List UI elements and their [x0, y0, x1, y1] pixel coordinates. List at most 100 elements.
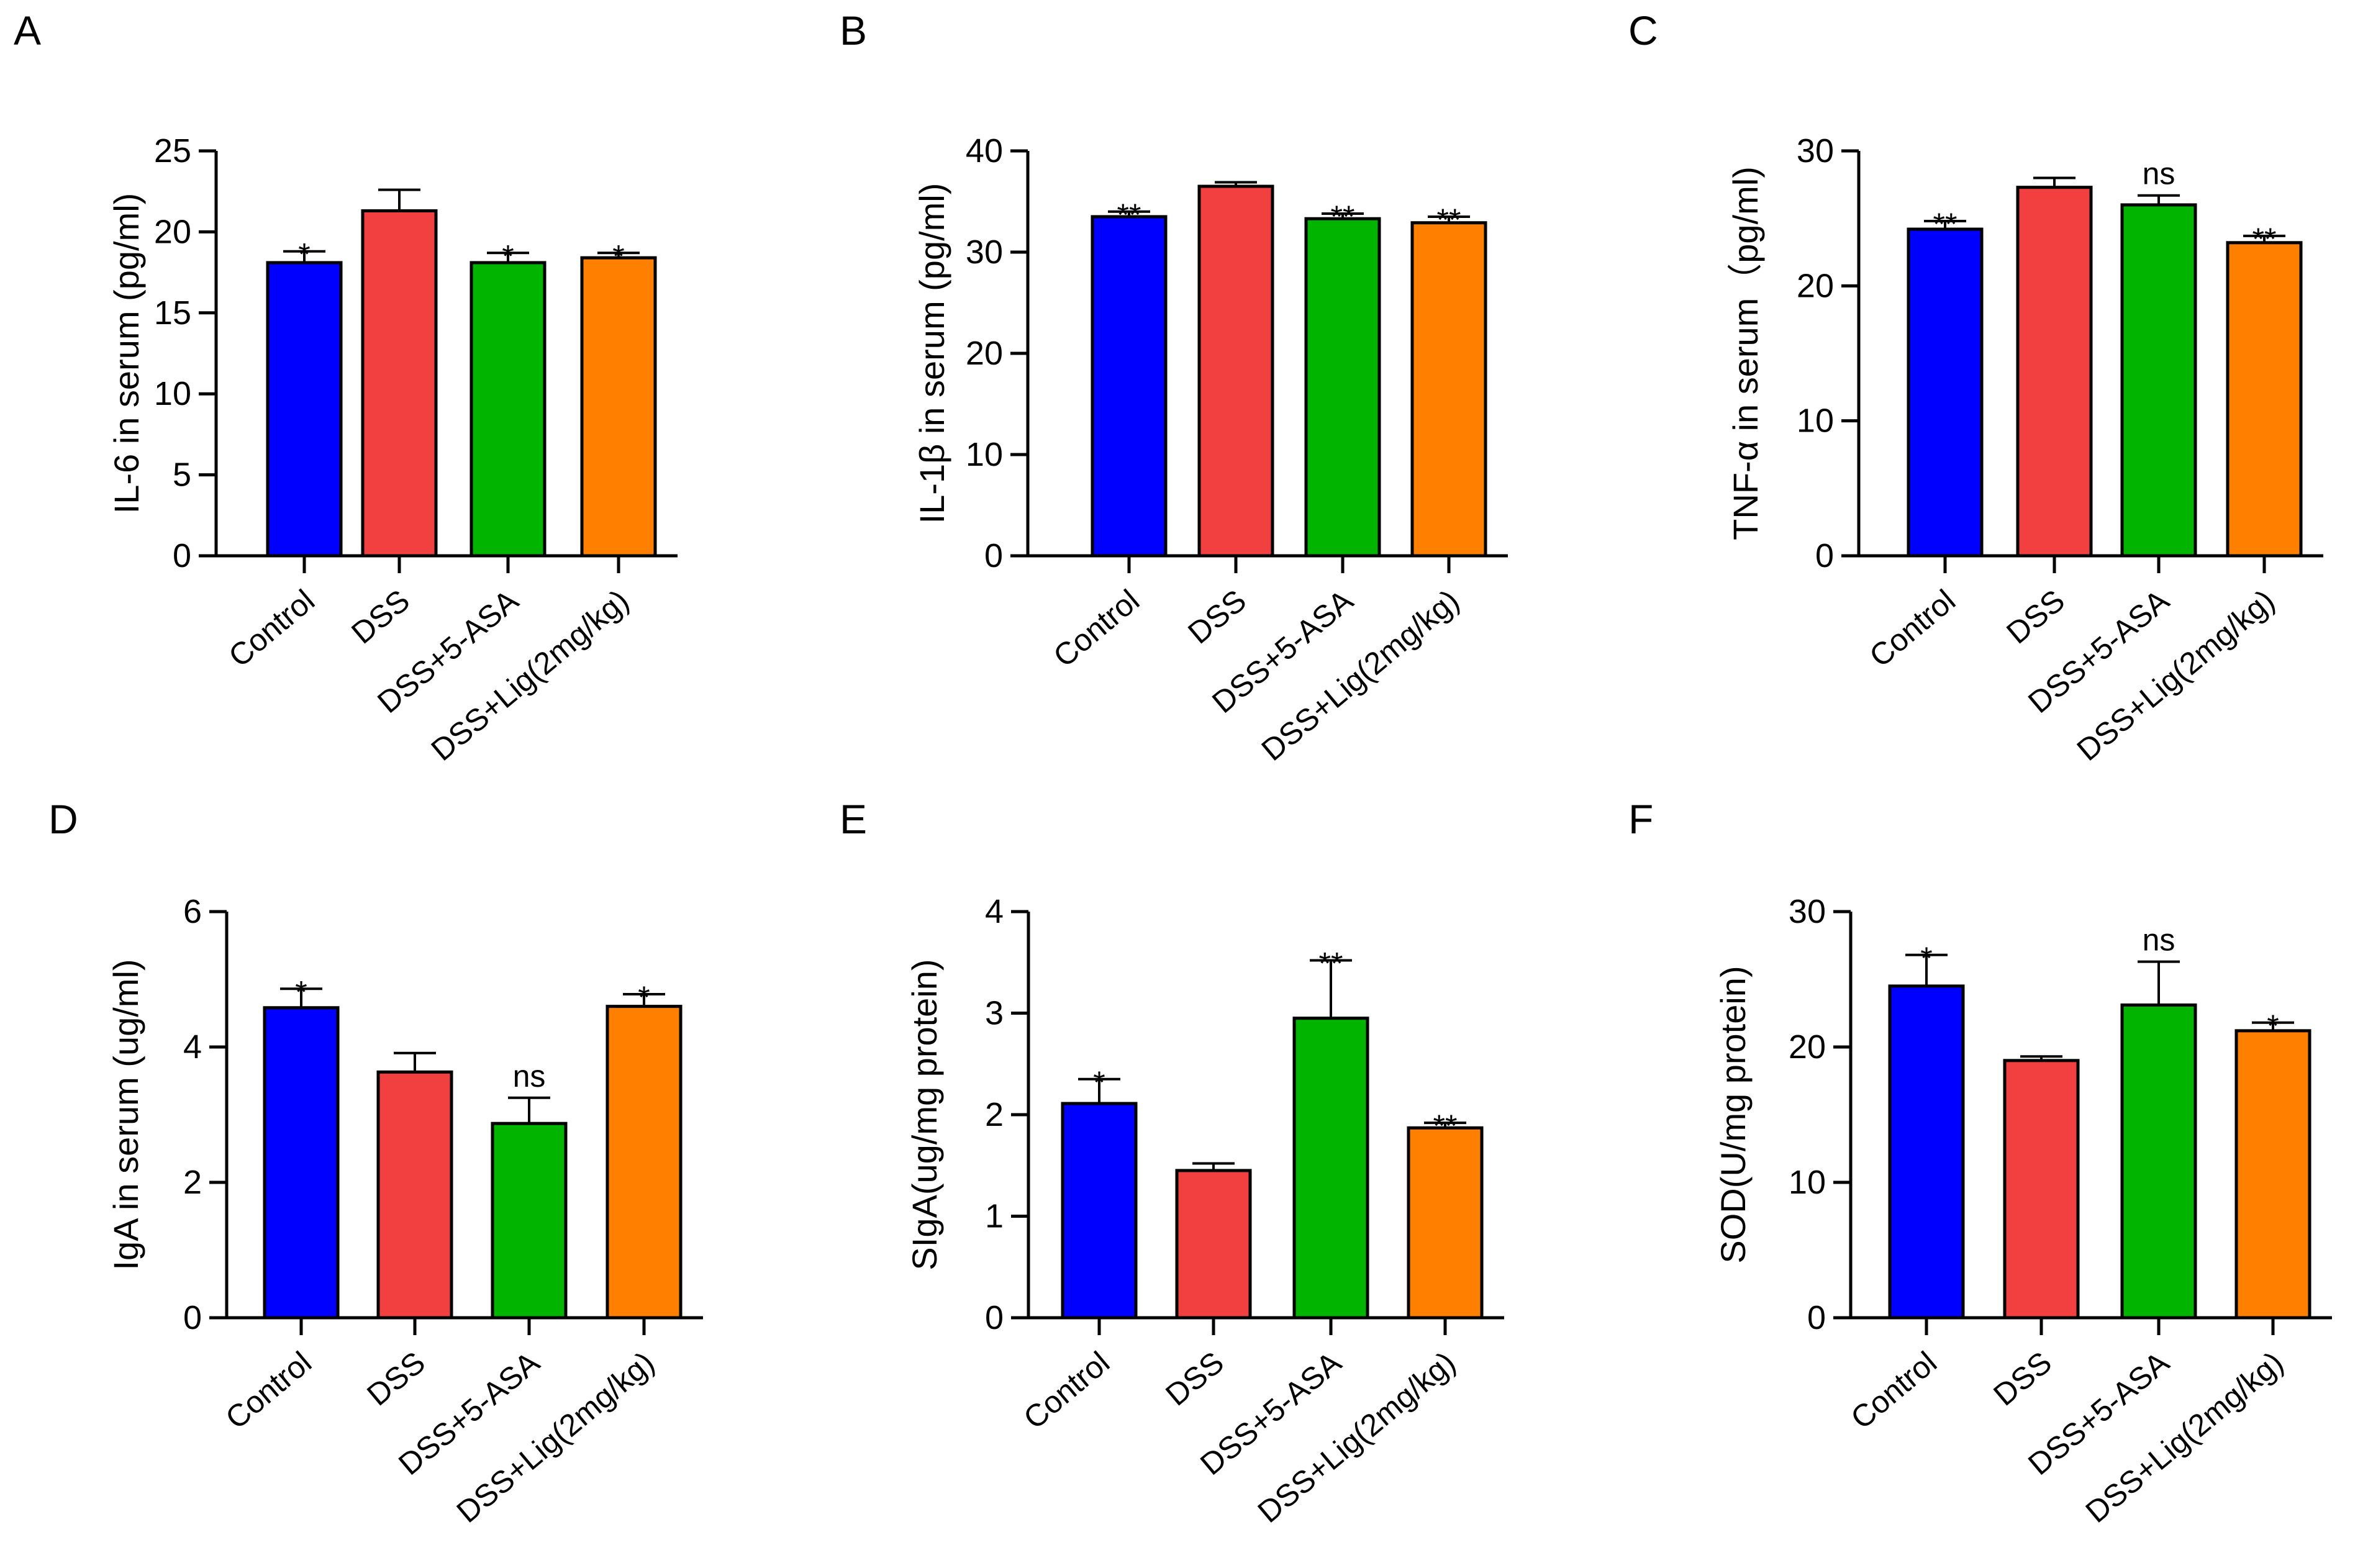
y-tick-label: 10: [1797, 402, 1834, 440]
y-tick-label: 10: [966, 436, 1003, 473]
x-tick-label: DSS+Lig(2mg/kg): [1251, 1345, 1462, 1529]
significance-label: *: [1093, 1065, 1105, 1100]
y-axis-label: SOD(U/mg protein): [1713, 966, 1753, 1263]
y-tick-label: 20: [1789, 1028, 1826, 1066]
bar-dss-5-asa: [491, 1122, 568, 1320]
bar-dss-lig-2mg-kg-: [2226, 241, 2303, 558]
panel-e: E 0 1 2 3 4 SIgA(ug/mg protein) Control * DSS DSS+…: [840, 796, 1504, 1529]
bar-dss-lig-2mg-kg-: [1407, 1126, 1484, 1320]
bar-dss: [2003, 1059, 2080, 1320]
x-tick-label: DSS+Lig(2mg/kg): [2071, 583, 2281, 768]
significance-label: ns: [513, 1059, 546, 1094]
significance-label: **: [1117, 197, 1141, 232]
y-tick-label: 4: [183, 1028, 202, 1066]
y-tick-label: 0: [183, 1299, 202, 1336]
panel-d: D 0 2 4 6 IgA in serum (ug/ml) Control * DSS DSS+…: [48, 796, 703, 1529]
significance-label: **: [1331, 199, 1355, 234]
bar-dss-lig-2mg-kg-: [606, 1005, 683, 1320]
x-tick-label: Control: [219, 1345, 318, 1436]
y-axis-label: IgA in serum (ug/ml): [106, 959, 145, 1270]
y-axis-label: IL-1β in serum (pg/ml): [912, 183, 951, 524]
significance-label: **: [1437, 202, 1461, 237]
y-tick-label: 5: [173, 456, 191, 494]
bar-control: [1061, 1102, 1138, 1320]
y-tick-label: 15: [154, 294, 191, 332]
significance-label: **: [2252, 222, 2277, 256]
y-axis-label: SIgA(ug/mg protein): [905, 959, 944, 1270]
significance-label: **: [1433, 1108, 1458, 1143]
y-tick-label: 30: [1797, 132, 1834, 170]
bar-dss-5-asa: [470, 261, 547, 558]
panel-letter: F: [1628, 796, 1653, 842]
y-tick-label: 4: [985, 893, 1004, 930]
bar-dss: [2016, 186, 2093, 558]
y-tick-label: 40: [966, 132, 1003, 170]
significance-label: *: [612, 238, 624, 273]
bar-control: [1091, 215, 1168, 558]
bar-dss-5-asa: [2120, 203, 2197, 558]
x-tick-label: DSS+Lig(2mg/kg): [1255, 583, 1466, 768]
bar-dss-5-asa: [1292, 1017, 1369, 1320]
significance-label: ns: [2143, 923, 2175, 958]
x-tick-label: DSS: [1987, 1345, 2058, 1413]
y-tick-label: 6: [183, 893, 202, 930]
x-tick-label: DSS: [1181, 583, 1253, 651]
x-tick-label: Control: [1863, 583, 1962, 674]
y-tick-label: 20: [966, 335, 1003, 372]
panel-letter: A: [14, 7, 41, 53]
y-axis-label: IL-6 in serum (pg/ml): [107, 193, 146, 514]
x-tick-label: DSS: [345, 583, 416, 651]
bar-dss: [1175, 1169, 1252, 1320]
x-tick-label: DSS: [1159, 1345, 1230, 1413]
bar-dss-lig-2mg-kg-: [580, 256, 657, 558]
x-tick-label: Control: [1844, 1345, 1943, 1436]
x-tick-label: DSS: [2000, 583, 2071, 651]
bar-control: [1907, 227, 1984, 558]
x-tick-label: DSS+Lig(2mg/kg): [2079, 1345, 2290, 1529]
bar-dss-5-asa: [1304, 217, 1381, 558]
y-tick-label: 0: [1807, 1299, 1826, 1336]
y-tick-label: 25: [154, 132, 191, 170]
y-tick-label: 0: [173, 537, 191, 574]
significance-label: **: [1319, 946, 1343, 981]
y-tick-label: 30: [966, 233, 1003, 271]
panel-f: F 0 10 20 30 SOD(U/mg protein) Control * DSS DSS+…: [1628, 796, 2332, 1529]
bar-control: [263, 1006, 340, 1320]
x-tick-label: DSS: [360, 1345, 432, 1413]
x-tick-label: DSS+Lig(2mg/kg): [425, 583, 635, 768]
x-tick-label: Control: [1017, 1345, 1116, 1436]
y-tick-label: 20: [1797, 267, 1834, 304]
y-tick-label: 10: [1789, 1164, 1826, 1201]
significance-label: *: [298, 237, 310, 272]
y-tick-label: 0: [1815, 537, 1834, 574]
significance-label: *: [502, 238, 514, 273]
y-tick-label: 3: [985, 995, 1004, 1032]
significance-label: **: [1933, 207, 1957, 242]
panel-letter: C: [1628, 7, 1658, 53]
y-tick-label: 0: [984, 537, 1003, 574]
bar-dss: [1197, 184, 1274, 558]
bar-dss-lig-2mg-kg-: [1410, 221, 1487, 558]
y-tick-label: 20: [154, 213, 191, 250]
panel-letter: E: [840, 796, 867, 842]
panel-c: C 0 10 20 30 TNF-α in serum（pg/ml) Control ** DS…: [1628, 7, 2323, 768]
y-axis-label: TNF-α in serum（pg/ml): [1726, 166, 1765, 540]
bar-dss-lig-2mg-kg-: [2234, 1029, 2311, 1320]
y-tick-label: 30: [1789, 893, 1826, 930]
y-tick-label: 10: [154, 375, 191, 412]
bar-dss: [361, 209, 438, 558]
x-tick-label: Control: [1047, 583, 1146, 674]
significance-label: *: [638, 980, 650, 1015]
bar-dss: [376, 1070, 453, 1320]
bar-dss-5-asa: [2120, 1003, 2197, 1320]
panel-b: B 0 10 20 30 40 IL-1β in serum (pg/ml) Control *…: [840, 7, 1508, 768]
x-tick-label: DSS+Lig(2mg/kg): [450, 1345, 661, 1529]
x-tick-label: Control: [222, 583, 321, 674]
y-tick-label: 2: [985, 1096, 1004, 1133]
panel-letter: D: [48, 796, 78, 842]
significance-label: *: [295, 974, 307, 1009]
bar-control: [266, 261, 343, 558]
y-tick-label: 1: [985, 1198, 1004, 1235]
